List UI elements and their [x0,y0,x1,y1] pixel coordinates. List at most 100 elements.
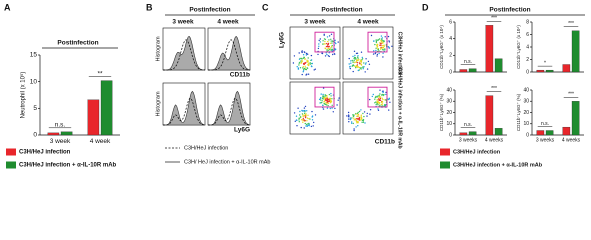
dot [334,49,336,51]
panel-header: Postinfection [189,7,230,14]
y-tick-label: 6 [526,32,529,38]
dot [362,120,365,122]
bar [545,69,554,73]
dot [306,120,308,122]
dot [358,110,361,113]
dot [380,96,382,98]
dot [363,66,365,68]
dot [331,98,333,100]
bar [468,131,477,136]
x-tick-label: 4 weeks [485,137,504,143]
dot [349,66,351,68]
dot [302,57,304,59]
dot [352,115,354,117]
x-tick-label: 4 week [90,138,111,145]
dot [380,46,382,49]
y-tick-label: 0 [526,132,529,138]
dot [338,97,340,99]
dot [363,62,365,64]
dot [302,115,304,118]
dot [385,93,387,96]
dot [353,128,355,130]
x-tick-label: 3 weeks [536,137,555,143]
dot [352,114,354,116]
dot [383,44,385,46]
dot [374,102,376,104]
dot [363,111,366,113]
dot [349,67,351,70]
dot [381,97,383,100]
legend-label: C3H/ HeJ infection + α-IL-10R mAb [184,159,270,165]
dot [372,93,374,96]
bar [87,99,100,136]
legend-swatch [6,161,16,169]
dot [347,111,350,114]
dot [328,93,331,96]
dot [327,40,329,43]
dot [360,60,363,62]
dot [361,59,363,61]
dot [313,121,315,124]
row-label: C3H/HeJ infection [397,32,403,75]
dot [304,116,307,119]
legend-label: C3H/HeJ infection + α-IL-10R mAb [19,163,117,169]
row-x-label: CD11b [230,72,250,79]
dot [356,59,358,61]
dot [324,94,326,96]
dot [298,64,300,66]
dot [382,90,384,92]
dot [293,55,296,57]
dot [357,118,359,121]
panel-label: B [146,2,153,12]
dot [380,44,382,47]
dot [326,45,329,48]
significance-label: *** [491,86,497,92]
dot [380,38,383,40]
dot [297,107,299,109]
dot [377,49,379,51]
dot [387,98,389,101]
dot [322,93,324,96]
dot [362,68,364,70]
column-label: 4 week [217,19,239,26]
dot [326,42,328,45]
panel-label: C [262,2,269,12]
figure: A B C D Postinfection 0 5 10 15 Neutrophil (x… [4,2,585,169]
dot [378,98,380,101]
dot [335,42,337,45]
dot [301,119,303,121]
dot [375,40,378,43]
dot [330,38,332,40]
dot [366,115,368,117]
dot [328,35,331,37]
dot [302,119,304,121]
y-tick-label: 20 [523,110,529,116]
dot [381,41,383,43]
dot [304,120,306,122]
significance-label: *** [568,21,574,27]
y-tick-label: 4 [449,36,452,42]
y-axis-label: CD11b⁺Ly6G⁺ (x 10⁴) [439,25,444,69]
dot [373,50,375,52]
dot [364,71,366,73]
gate [367,31,388,53]
dot [306,110,308,112]
dot [375,49,377,52]
dot [387,35,390,38]
dot [331,42,333,44]
dot [305,123,308,126]
dot [331,45,333,48]
dot [295,115,298,117]
dot [299,61,301,64]
histogram-solid [208,35,251,71]
dot [376,100,378,102]
dot [358,115,360,117]
dot [322,98,324,100]
dot [302,71,304,73]
dot [364,63,367,65]
dot [376,55,378,57]
dot [361,56,363,59]
y-tick-label: 8 [526,19,529,25]
dot [358,119,361,121]
dot [327,42,330,45]
